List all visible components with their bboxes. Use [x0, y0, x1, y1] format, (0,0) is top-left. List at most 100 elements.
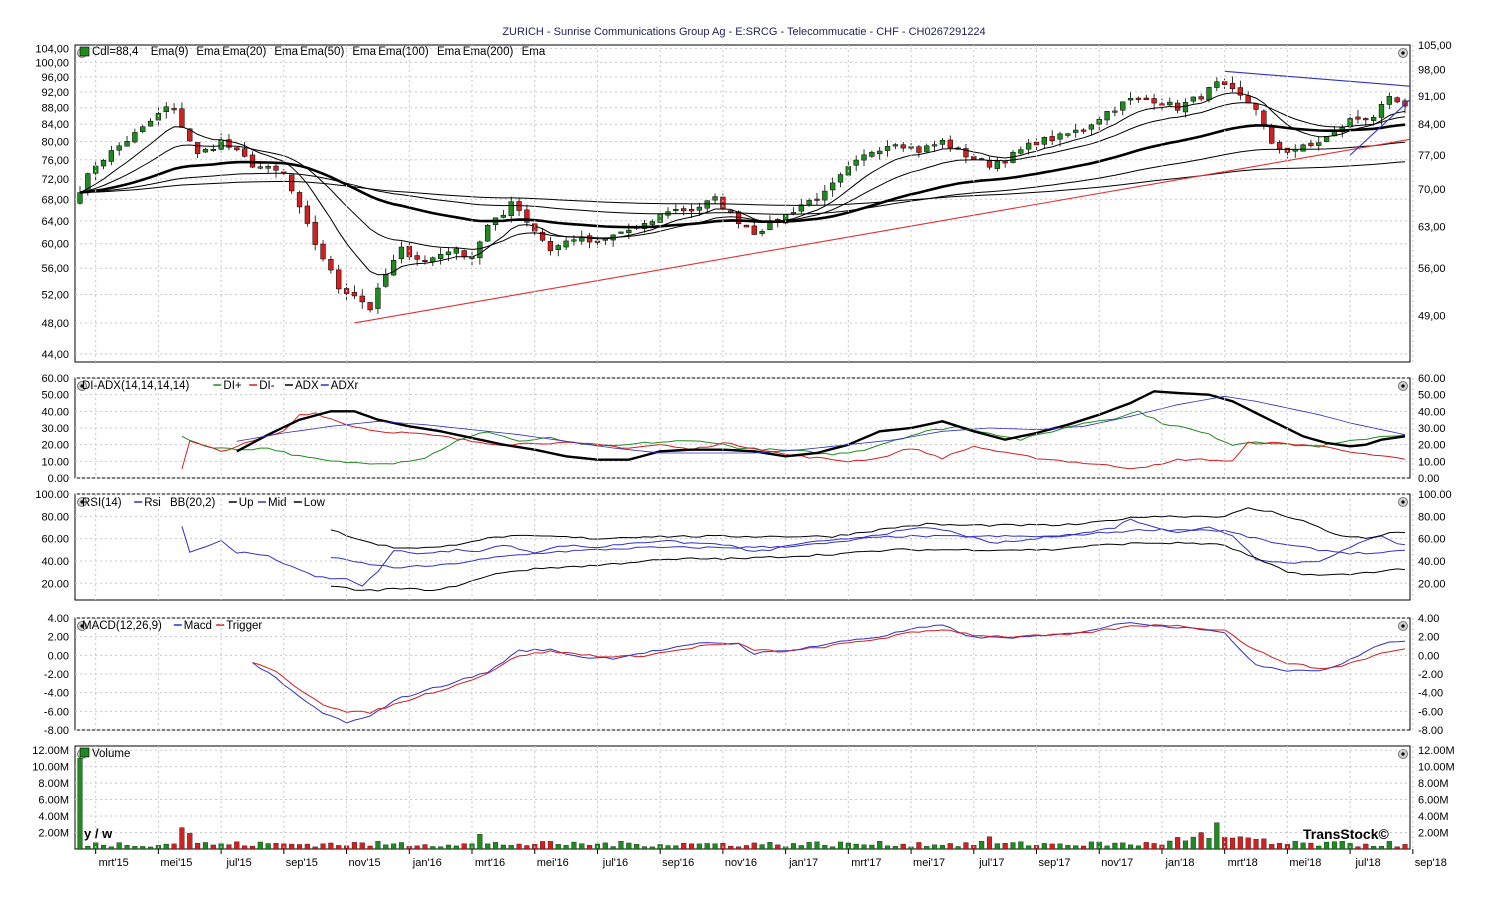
legend-item: Ema [437, 46, 461, 58]
volume-bar-down [249, 845, 256, 850]
volume-bar-down [1277, 842, 1283, 850]
candle-up [147, 120, 154, 127]
candle-up [704, 200, 710, 209]
candle-up [1214, 81, 1220, 88]
trendline-red [354, 138, 1411, 324]
candle-up [100, 160, 107, 167]
y-tick-right: 40.00 [1418, 556, 1446, 568]
volume-bar-up [571, 841, 577, 850]
y-tick-right: 20.00 [1418, 578, 1446, 590]
candle-down [179, 108, 185, 128]
volume-bar-up [837, 841, 844, 850]
volume-bar-down [234, 841, 240, 850]
ema-lines [79, 92, 1406, 276]
volume-bar-up [1190, 836, 1196, 850]
y-tick-right: -6.00 [1418, 706, 1443, 718]
y-tick-left: 8.00M [38, 778, 69, 790]
volume-bar-up [375, 841, 381, 850]
volume-bar-up [163, 843, 169, 850]
close-icon-dot [80, 500, 84, 504]
legend-item: Low [304, 497, 326, 509]
x-axis: mrt'15 mei'15 jul'15 sep'15 nov'15 jan'16 mrt'… [95, 45, 1447, 869]
candle-up [1057, 133, 1063, 140]
candle-down [328, 259, 334, 271]
volume-bar-down [289, 843, 295, 850]
candle-up [485, 224, 491, 242]
volume-bar-up [806, 842, 812, 850]
volume-bar-down [524, 845, 530, 850]
candle-down [916, 146, 922, 153]
candle-down [986, 159, 993, 168]
candle-up [508, 201, 514, 217]
candle-down [422, 259, 428, 262]
x-tick-label: jul'15 [225, 857, 251, 869]
candle-down [728, 210, 734, 213]
y-tick-left: 0.00 [48, 650, 69, 662]
candle-up [132, 132, 138, 143]
panel-close-icon[interactable] [77, 381, 87, 391]
panel-close-icon[interactable] [1398, 381, 1408, 391]
legend-item: MACD(12,26,9) [82, 620, 162, 632]
x-tick-label: mei'15 [160, 857, 192, 869]
candle-up [1190, 96, 1196, 102]
volume-bar-up [398, 842, 404, 850]
panel-close-icon[interactable] [1398, 48, 1408, 58]
volume-bar-down [743, 845, 749, 850]
candle-up [1370, 116, 1377, 121]
volume-bar-down [547, 841, 553, 850]
y-tick-left: 40.00 [41, 406, 69, 418]
volume-bar-up [759, 844, 765, 850]
candle-down [900, 144, 906, 149]
y-tick-right: 84,00 [1418, 119, 1446, 131]
candle-up [257, 166, 263, 169]
x-tick-label: sep'15 [286, 857, 318, 869]
volume-bar-up [1214, 822, 1220, 850]
volume-bar-up [124, 845, 130, 850]
volume-bar-up [955, 846, 961, 850]
candle-up [1316, 142, 1322, 146]
y-tick-left: 52,00 [41, 290, 69, 302]
volume-bar-up [265, 843, 271, 850]
volume-bar-up [1167, 840, 1173, 850]
panel-close-icon[interactable] [77, 621, 87, 631]
volume-bar-down [273, 843, 279, 850]
y-tick-left: -4.00 [44, 688, 69, 700]
volume-bar-down [1355, 846, 1361, 850]
panel-close-icon[interactable] [1398, 621, 1408, 631]
volume-bar-down [1363, 843, 1369, 850]
volume-bar-up [1128, 844, 1134, 850]
y-tick-left: -8.00 [44, 725, 69, 737]
legend-item: Up [239, 497, 254, 509]
volume-bar-up [822, 845, 828, 850]
x-tick-label: jan'16 [412, 857, 442, 869]
y-tick-right: 0.00 [1418, 473, 1439, 485]
y-tick-right: 60.00 [1418, 534, 1446, 546]
volume-bar-down [336, 845, 342, 850]
candle-down [1237, 87, 1244, 96]
volume-bar-up [579, 843, 585, 850]
period-label: y / w [84, 826, 113, 841]
legend-item: DI- [259, 380, 275, 392]
candle-down [1253, 103, 1259, 110]
volume-bar-up [1026, 845, 1032, 850]
x-tick-label: mei'18 [1289, 857, 1321, 869]
y-tick-left: 0.00 [48, 473, 69, 485]
volume-bar-up [140, 846, 146, 850]
volume-bar-down [367, 845, 373, 850]
volume-bar-down [1261, 838, 1267, 850]
candle-down [234, 147, 240, 151]
volume-bar-down [681, 843, 687, 850]
panel-close-icon[interactable] [1398, 749, 1408, 759]
candle-up [853, 159, 859, 166]
candle-up [884, 146, 891, 151]
candle-up [108, 150, 115, 162]
candle-up [1386, 95, 1392, 105]
volume-bar-down [1198, 832, 1204, 850]
volume-bar-up [939, 845, 945, 850]
volume-bar-up [1120, 842, 1126, 850]
panel-close-icon[interactable] [1398, 497, 1408, 507]
legend-item: Volume [92, 748, 130, 760]
volume-bar-down [1308, 842, 1314, 850]
panel-close-icon[interactable] [77, 497, 87, 507]
